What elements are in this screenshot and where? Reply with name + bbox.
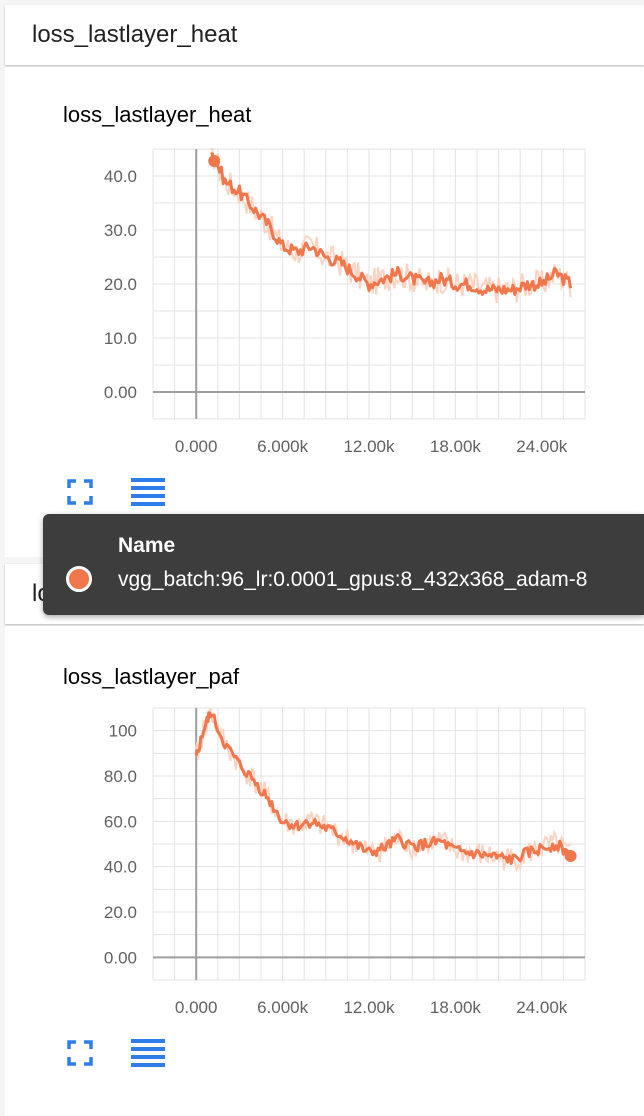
data-list-button[interactable] bbox=[131, 475, 165, 509]
y-tick-label: 20.0 bbox=[104, 275, 137, 294]
series-line bbox=[210, 152, 573, 296]
y-tick-label: 0.00 bbox=[104, 383, 137, 402]
x-tick-label: 6.000k bbox=[257, 437, 309, 456]
fullscreen-button[interactable] bbox=[63, 475, 97, 509]
chart-paf[interactable]: 0.00 20.0 40.0 60.0 80.0 100 0.000 6.000k 12.00k… bbox=[5, 626, 644, 1026]
hover-point bbox=[208, 154, 221, 167]
series-color-dot bbox=[66, 566, 92, 592]
tooltip-run-name: vgg_batch:96_lr:0.0001_gpus:8_432x368_ad… bbox=[118, 568, 588, 591]
y-tick-label: 0.00 bbox=[104, 948, 137, 967]
chart-tooltip: Name vgg_batch:96_lr:0.0001_gpus:8_432x3… bbox=[43, 514, 644, 615]
x-tick-label: 12.00k bbox=[343, 998, 395, 1017]
chart-card-heat: loss_lastlayer_heat 0.00 10.0 20.0 30.0 40.0… bbox=[5, 67, 644, 557]
x-tick-label: 0.000 bbox=[175, 998, 218, 1017]
fullscreen-icon bbox=[67, 1040, 93, 1066]
card-header-heat[interactable]: loss_lastlayer_heat bbox=[5, 5, 644, 65]
data-list-icon bbox=[131, 1039, 165, 1067]
y-tick-label: 100 bbox=[109, 722, 137, 741]
x-tick-label: 12.00k bbox=[343, 437, 395, 456]
y-tick-label: 20.0 bbox=[104, 903, 137, 922]
y-tick-label: 40.0 bbox=[104, 858, 137, 877]
hover-point bbox=[564, 850, 577, 863]
chart-heat[interactable]: 0.00 10.0 20.0 30.0 40.0 0.000 6.000k 12.00k 18.… bbox=[5, 67, 644, 467]
card-header-title: loss_lastlayer_heat bbox=[32, 21, 238, 48]
y-tick-label: 30.0 bbox=[104, 221, 137, 240]
chart-card-paf: loss_lastlayer_paf 0.00 20.0 40.0 60.0 80.0 1… bbox=[5, 626, 644, 1116]
y-tick-label: 80.0 bbox=[104, 767, 137, 786]
x-tick-label: 24.00k bbox=[516, 998, 568, 1017]
series-line bbox=[194, 711, 572, 866]
y-tick-label: 40.0 bbox=[104, 167, 137, 186]
x-tick-label: 24.00k bbox=[516, 437, 568, 456]
y-tick-label: 10.0 bbox=[104, 329, 137, 348]
x-tick-label: 18.00k bbox=[430, 437, 482, 456]
fullscreen-icon bbox=[67, 479, 93, 505]
chart-tools bbox=[63, 1036, 165, 1070]
tooltip-header: Name bbox=[118, 534, 176, 557]
chart-title: loss_lastlayer_paf bbox=[63, 664, 240, 689]
x-tick-label: 18.00k bbox=[430, 998, 482, 1017]
data-list-button[interactable] bbox=[131, 1036, 165, 1070]
chart-tools bbox=[63, 475, 165, 509]
fullscreen-button[interactable] bbox=[63, 1036, 97, 1070]
x-tick-label: 6.000k bbox=[257, 998, 309, 1017]
data-list-icon bbox=[131, 478, 165, 506]
x-tick-label: 0.000 bbox=[175, 437, 218, 456]
chart-title: loss_lastlayer_heat bbox=[63, 102, 252, 127]
y-tick-label: 60.0 bbox=[104, 812, 137, 831]
